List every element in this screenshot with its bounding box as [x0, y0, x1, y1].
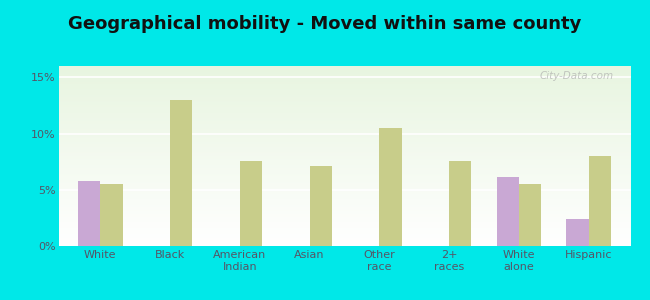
Bar [309, 166, 332, 246]
Bar [566, 219, 589, 246]
Bar [100, 184, 123, 246]
Bar [240, 160, 262, 246]
Bar [589, 156, 611, 246]
Text: Geographical mobility - Moved within same county: Geographical mobility - Moved within sam… [68, 15, 582, 33]
Text: City-Data.com: City-Data.com [540, 71, 614, 81]
Bar [78, 181, 100, 246]
Bar [170, 100, 192, 246]
Bar [449, 160, 471, 246]
Bar [380, 128, 402, 246]
Bar [497, 177, 519, 246]
Bar [519, 184, 541, 246]
